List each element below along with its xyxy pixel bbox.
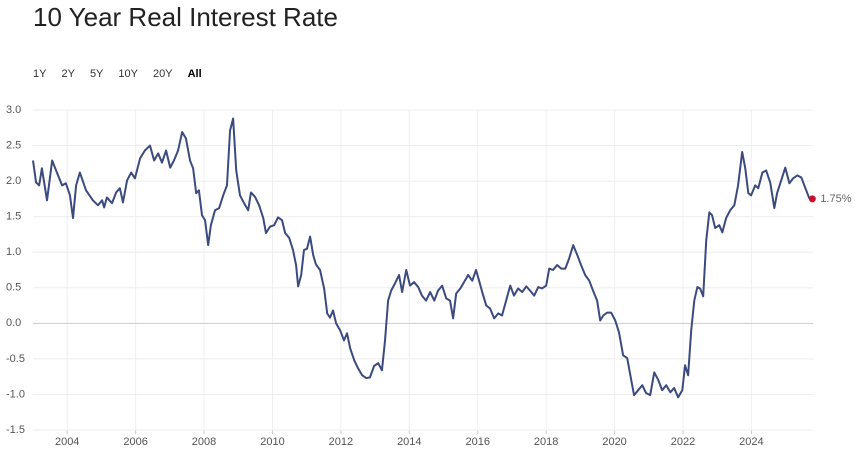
x-tick-label: 2006 [123, 436, 147, 448]
y-tick-label: 0.0 [6, 317, 21, 329]
range-button[interactable]: 2Y [61, 68, 75, 80]
chart-title: 10 Year Real Interest Rate [33, 2, 338, 32]
y-tick-label: 0.5 [6, 282, 21, 294]
x-tick-label: 2024 [739, 436, 763, 448]
y-tick-label: -0.5 [6, 353, 25, 365]
y-tick-label: -1.5 [6, 424, 25, 436]
y-tick-label: 2.5 [6, 139, 21, 151]
range-button[interactable]: 10Y [118, 68, 138, 80]
x-tick-label: 2020 [602, 436, 626, 448]
line [32, 117, 813, 399]
x-tick-label: 2022 [671, 436, 695, 448]
end-label: 1.75% [820, 193, 851, 205]
y-tick-label: 1.0 [6, 246, 21, 258]
x-tick-label: 2014 [397, 436, 421, 448]
range-button[interactable]: 20Y [153, 68, 173, 80]
range-button[interactable]: 1Y [33, 68, 47, 80]
x-tick-label: 2012 [329, 436, 353, 448]
y-tick-label: -1.0 [6, 388, 25, 400]
x-tick-label: 2004 [55, 436, 79, 448]
x-tick-label: 2018 [534, 436, 558, 448]
y-tick-label: 1.5 [6, 211, 21, 223]
x-tick-label: 2016 [465, 436, 489, 448]
x-tick-label: 2008 [192, 436, 216, 448]
end-marker [808, 195, 816, 203]
range-button[interactable]: All [188, 68, 202, 80]
x-tick-label: 2010 [260, 436, 284, 448]
y-tick-label: 2.0 [6, 175, 21, 187]
y-tick-label: 3.0 [6, 104, 21, 116]
range-button[interactable]: 5Y [90, 68, 104, 80]
